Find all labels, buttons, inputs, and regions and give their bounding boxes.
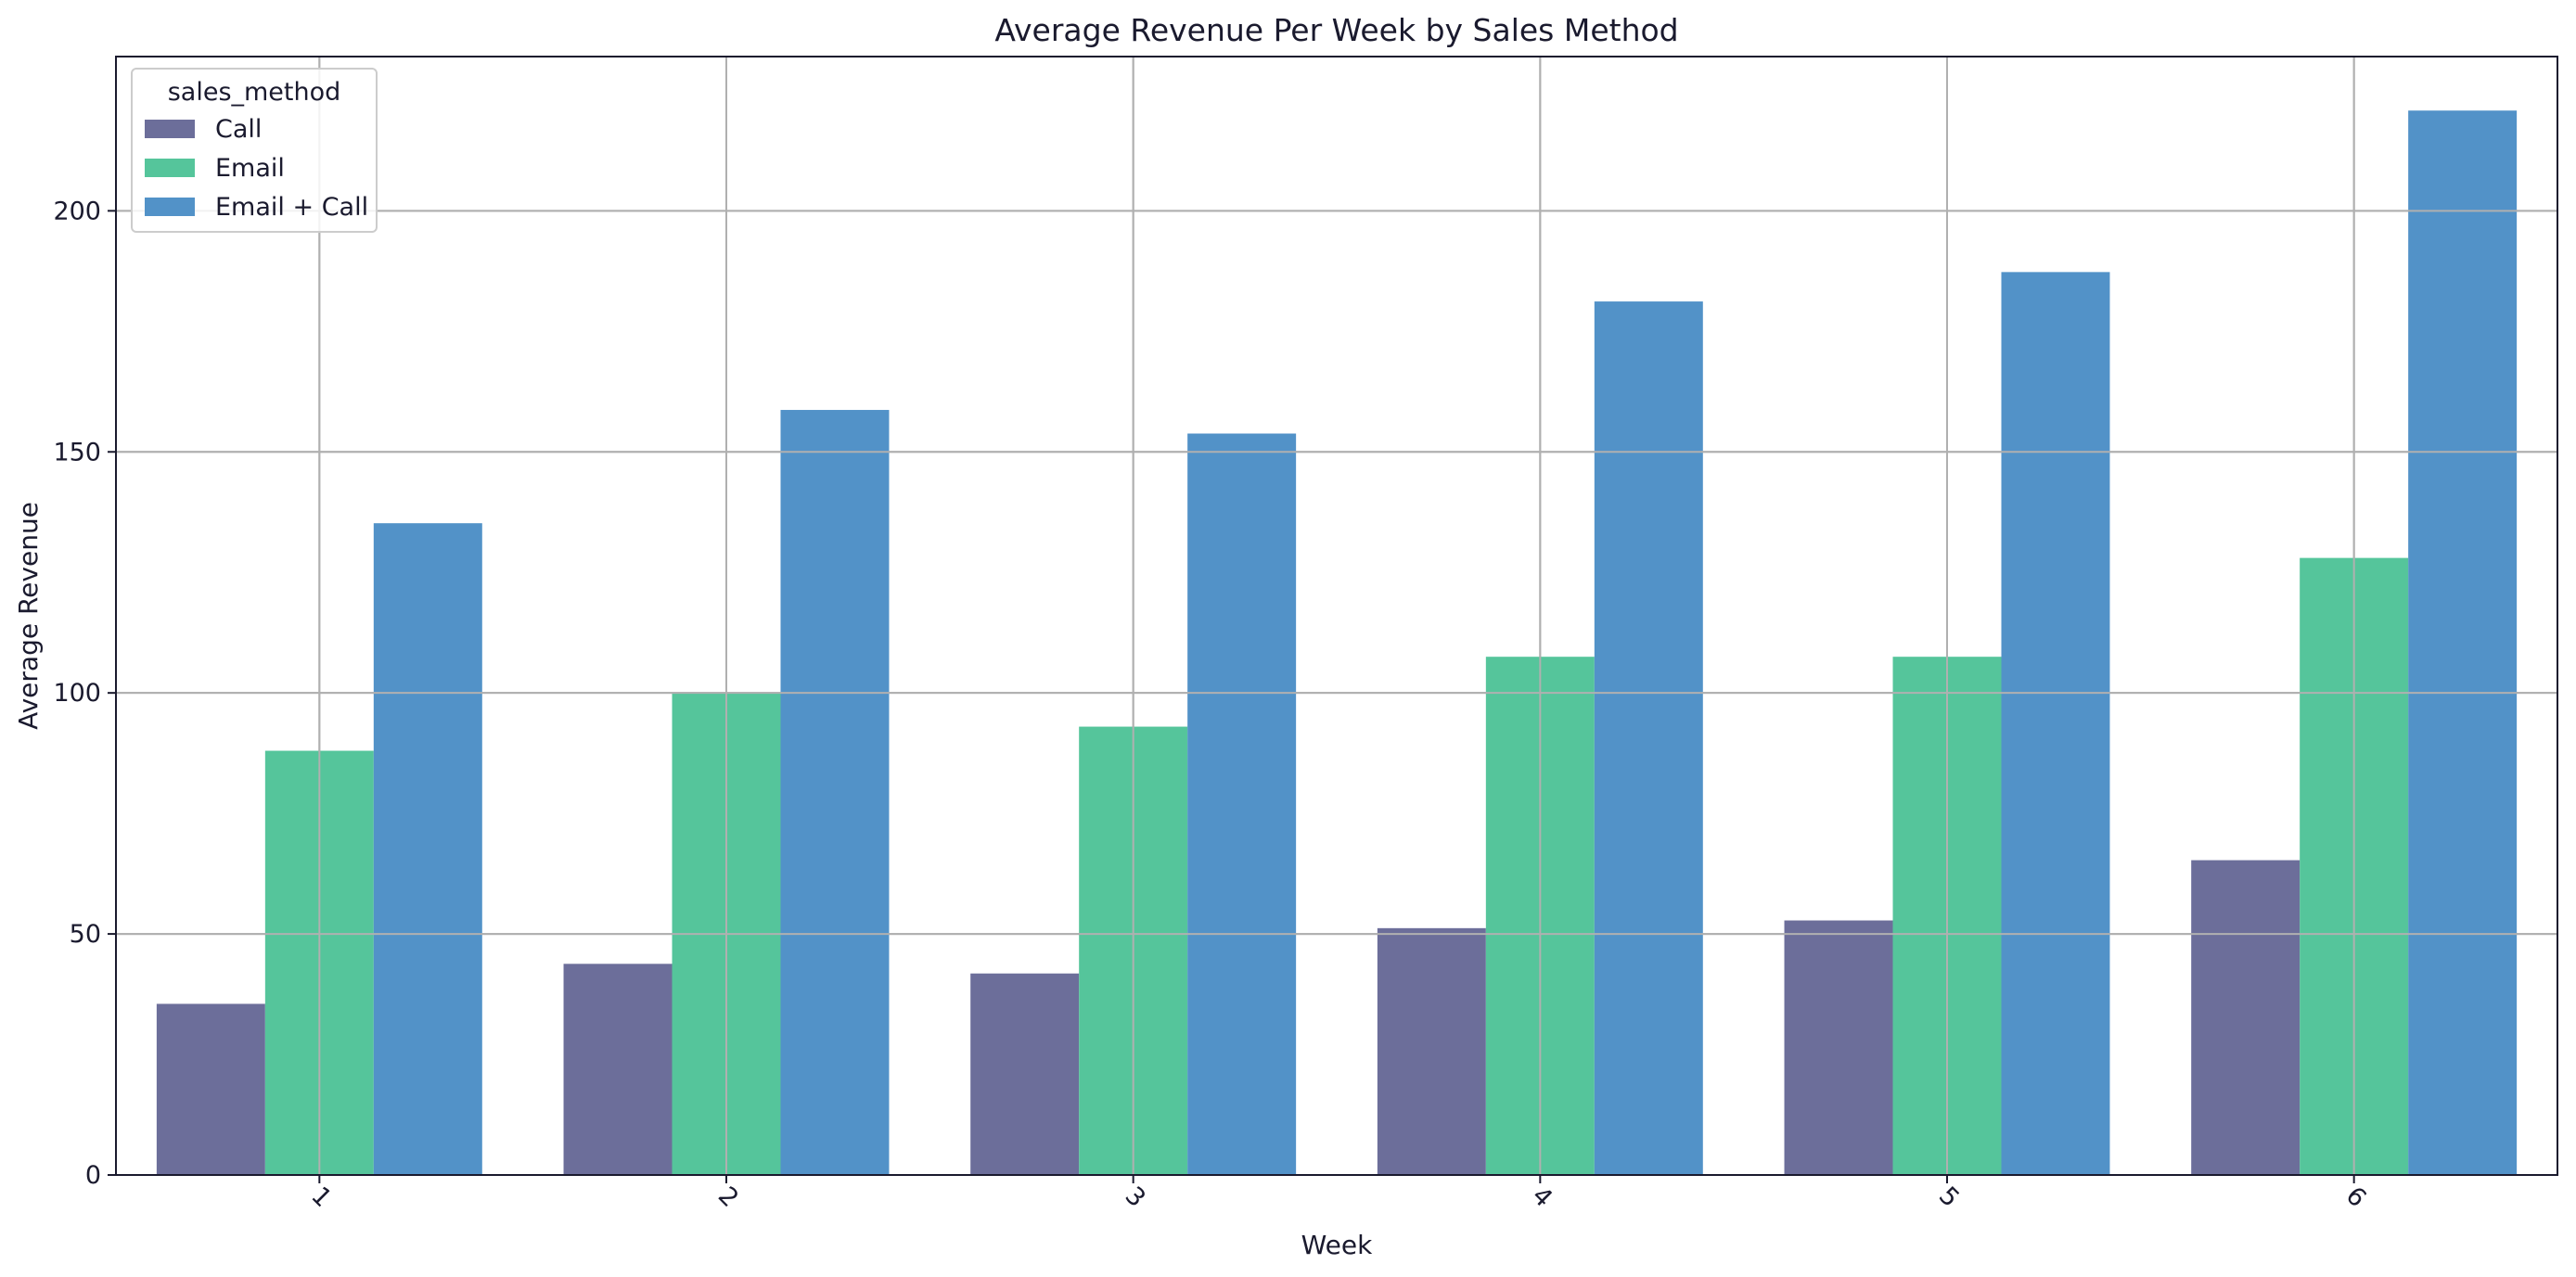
bar-email-call-week-2 — [780, 410, 890, 1175]
bar-email-call-week-5 — [2001, 272, 2110, 1176]
bar-call-week-5 — [1784, 920, 1893, 1175]
legend-box — [131, 68, 378, 233]
bar-call-week-4 — [1377, 927, 1486, 1175]
chart-title: Average Revenue Per Week by Sales Method — [994, 12, 1678, 48]
legend-items: Call Email Email + Call — [145, 115, 368, 222]
legend-label: Email + Call — [215, 193, 368, 222]
legend-swatch — [145, 120, 195, 138]
legend-title: sales_method — [168, 78, 341, 107]
bars — [116, 57, 2557, 1176]
y-axis-label: Average Revenue — [13, 502, 44, 730]
x-tick-label: 4 — [1526, 1181, 1557, 1213]
bar-email-call-week-1 — [373, 523, 482, 1175]
legend-label: Email — [215, 154, 285, 183]
bar-call-week-1 — [156, 1003, 265, 1175]
x-tick-label: 2 — [712, 1181, 744, 1213]
bar-email-call-week-3 — [1187, 433, 1297, 1176]
bar-call-week-6 — [2191, 860, 2300, 1175]
x-axis-label: Week — [1301, 1230, 1373, 1260]
x-axis-ticks: 1 2 3 4 5 6 — [305, 1175, 2372, 1213]
y-tick-label: 50 — [70, 920, 101, 949]
x-tick-label: 3 — [1120, 1181, 1151, 1213]
y-tick-label: 150 — [53, 438, 101, 466]
bar-email-call-week-6 — [2408, 110, 2518, 1175]
plot-frame — [115, 56, 2558, 1176]
legend-swatch — [145, 198, 195, 216]
bar-email-call-week-4 — [1594, 301, 1703, 1176]
legend: sales_method Call Email Email + Call — [131, 68, 378, 233]
legend-swatch — [145, 159, 195, 177]
legend-label: Call — [215, 115, 262, 144]
x-tick-label: 6 — [2340, 1181, 2372, 1213]
x-tick-label: 1 — [305, 1181, 337, 1213]
y-tick-label: 0 — [85, 1161, 101, 1190]
y-tick-label: 100 — [53, 679, 101, 708]
y-axis-ticks: 0 50 100 150 200 — [53, 197, 116, 1190]
y-tick-label: 200 — [53, 197, 101, 225]
bar-call-week-3 — [970, 973, 1080, 1175]
x-tick-label: 5 — [1933, 1181, 1965, 1213]
bar-call-week-2 — [563, 964, 673, 1175]
